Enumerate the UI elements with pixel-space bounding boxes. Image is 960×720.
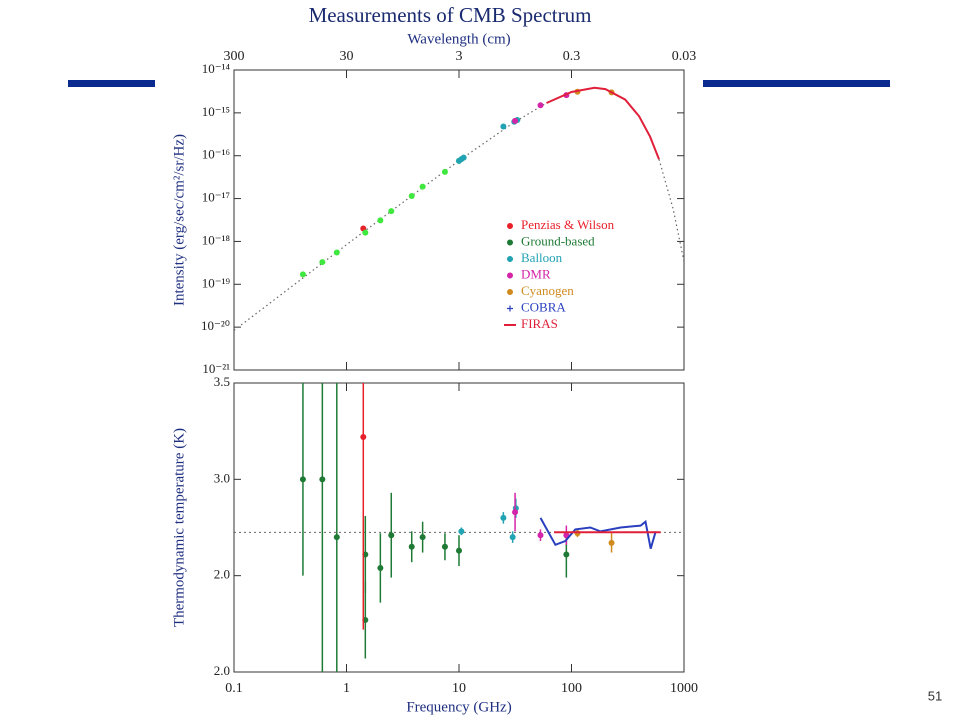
- data-line: [546, 86, 660, 160]
- data-point: [299, 476, 306, 483]
- legend-label: Balloon: [521, 250, 563, 265]
- y-tick-label: 10⁻¹⁹: [202, 275, 231, 290]
- plot-frame: [233, 69, 685, 371]
- legend-label: Cyanogen: [521, 283, 574, 298]
- y-axis-label: Thermodynamic temperature (K): [171, 428, 187, 627]
- y-tick-label: 10⁻¹⁵: [202, 104, 230, 119]
- x2-tick-label: 0.3: [563, 49, 581, 64]
- data-point: [408, 192, 415, 199]
- data-point: [537, 532, 544, 539]
- curve: [234, 87, 684, 331]
- data-point: [299, 271, 306, 278]
- data-point: [419, 534, 426, 541]
- data-point: [388, 208, 395, 215]
- data-point: [509, 534, 516, 541]
- y-tick-label: 3.5: [214, 374, 230, 389]
- y-tick-label: 10⁻²⁰: [201, 318, 230, 333]
- chart-title: Measurements of CMB Spectrum: [309, 3, 592, 27]
- decor-bar: [68, 80, 155, 87]
- data-point: [460, 154, 467, 161]
- legend-marker: [507, 256, 513, 262]
- data-point: [563, 551, 570, 558]
- data-point: [362, 229, 369, 236]
- data-point: [377, 564, 384, 571]
- x2-tick-label: 3: [456, 49, 463, 64]
- x-tick-label: 1000: [670, 681, 698, 696]
- x-tick-label: 1: [343, 681, 350, 696]
- data-point: [360, 433, 367, 440]
- data-point: [537, 102, 544, 109]
- y-tick-label: 10⁻²¹: [202, 361, 230, 376]
- y-tick-label: 3.0: [214, 470, 230, 485]
- y-tick-label: 2.0: [214, 663, 230, 678]
- data-point: [608, 539, 615, 546]
- legend-label: COBRA: [521, 299, 566, 314]
- data-point: [333, 534, 340, 541]
- data-point: [512, 509, 519, 516]
- legend-marker: [507, 239, 513, 246]
- x2-tick-label: 300: [224, 49, 245, 64]
- legend-label: DMR: [521, 266, 551, 281]
- plot-area: [234, 383, 684, 672]
- decor-bar: [703, 80, 890, 87]
- data-point: [377, 217, 384, 224]
- plot-area: [234, 86, 684, 331]
- data-point: [441, 168, 448, 175]
- legend-label: FIRAS: [521, 316, 558, 331]
- data-point: [458, 528, 465, 535]
- x-tick-label: 10: [452, 681, 466, 696]
- legend-label: Penzias & Wilson: [521, 217, 615, 232]
- data-point: [408, 543, 415, 550]
- data-point: [319, 476, 326, 483]
- data-point: [441, 543, 448, 550]
- legend-marker: [507, 289, 513, 295]
- x2-axis-label: Wavelength (cm): [407, 31, 510, 47]
- x2-tick-label: 30: [340, 49, 354, 64]
- data-point: [512, 117, 519, 124]
- data-point: [333, 249, 340, 256]
- y-tick-label: 2.0: [214, 567, 230, 582]
- data-point: [419, 183, 426, 190]
- data-point: [388, 532, 395, 539]
- y-tick-label: 10⁻¹⁸: [202, 232, 231, 247]
- slide-number: 51: [928, 688, 942, 703]
- legend-marker: [507, 223, 513, 229]
- data-point: [500, 514, 507, 521]
- x-tick-label: 100: [561, 681, 582, 696]
- legend-marker: [507, 272, 513, 279]
- x2-tick-label: 0.03: [672, 49, 697, 64]
- y-tick-label: 10⁻¹⁷: [202, 190, 230, 205]
- legend-marker: [507, 305, 513, 312]
- x-tick-label: 0.1: [225, 681, 243, 696]
- legend-label: Ground-based: [521, 233, 595, 248]
- y-axis-label: Intensity (erg/sec/cm²/sr/Hz): [171, 134, 187, 306]
- y-tick-label: 10⁻¹⁶: [202, 147, 230, 162]
- x-axis-label: Frequency (GHz): [406, 699, 511, 715]
- data-point: [456, 547, 462, 554]
- y-tick-label: 10⁻¹⁴: [202, 61, 231, 76]
- data-line: [539, 517, 657, 549]
- data-point: [319, 259, 326, 266]
- data-point: [500, 123, 507, 130]
